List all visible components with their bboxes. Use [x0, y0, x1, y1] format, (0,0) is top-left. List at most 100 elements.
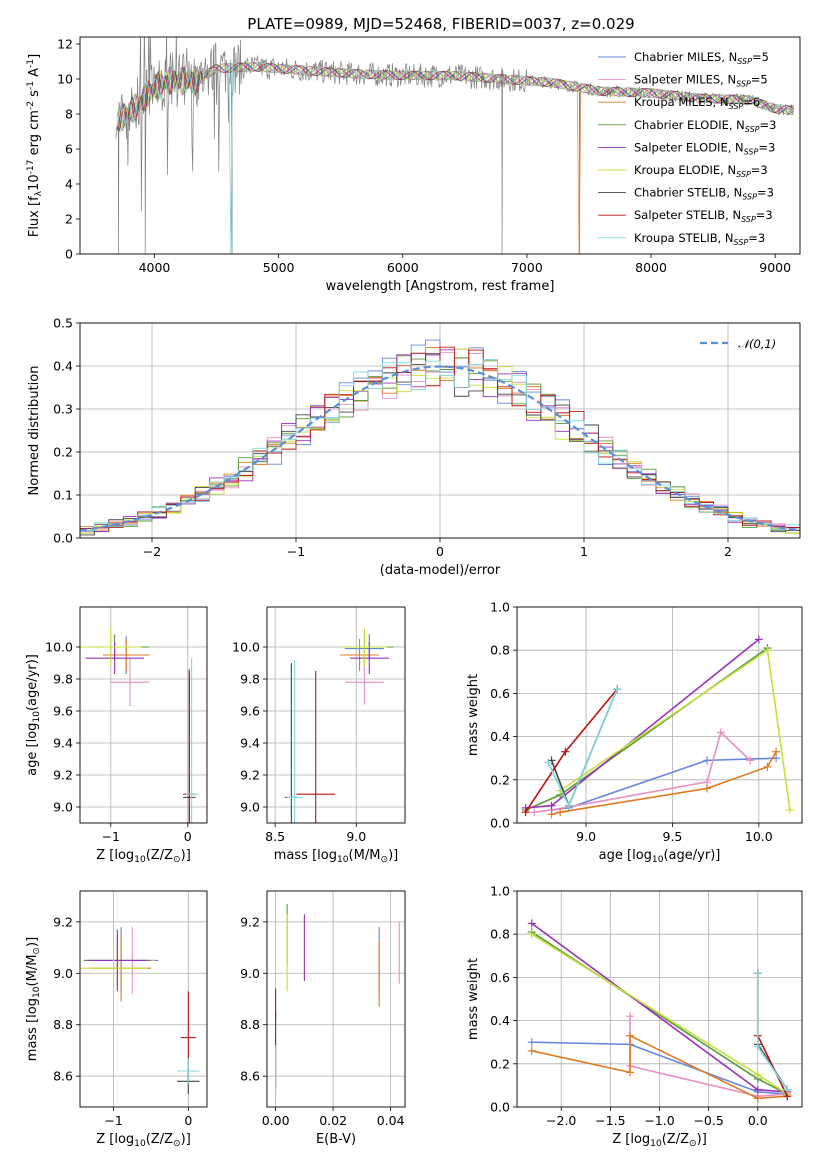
plot-area-massweight_vs_age [521, 635, 794, 819]
plot-area-mass_vs_z [80, 927, 200, 1095]
x-tick-label: −2 [143, 544, 161, 559]
error-point-8 [286, 659, 303, 823]
x-tick-label: 6000 [387, 260, 419, 275]
y-tick-label: 10.0 [232, 640, 260, 655]
axes-age_vs_z [80, 607, 207, 823]
y-tick-label: 0.6 [490, 970, 510, 985]
x-tick-label: 2 [724, 544, 732, 559]
weight-marker [626, 1012, 635, 1021]
y-tick-label: 9.6 [240, 704, 260, 719]
weight-marker [763, 762, 772, 771]
weight-marker [763, 646, 772, 655]
frame-mass_vs_z: −1 0 8.6 8.8 9.0 9.2 Z [log10​(Z/Z⊙​)] mass [lo… [25, 890, 208, 1149]
weight-marker [544, 758, 553, 767]
y-tick-label: 0.4 [490, 729, 510, 744]
weight-line-2 [551, 751, 777, 816]
x-tick-label: −2.0 [546, 1113, 576, 1128]
weight-marker [527, 1038, 536, 1047]
y-axis-label: Flux [fλ​10-17​ erg cm-2​ s-1​ A-1​] [26, 54, 44, 237]
legend-entry-5: Kroupa ELODIE, NSSP=3 [634, 163, 768, 179]
axes-frame [266, 890, 406, 1108]
y-axis-label: mass [log10​(M/M⊙​)] [25, 937, 42, 1061]
frame-age_vs_mass: 8.5 9.0 9.0 9.2 9.4 9.6 9.8 10.0 mass [log10​(M/… [232, 606, 406, 865]
frame-age_vs_z: −1 0 9.0 9.2 9.4 9.6 9.8 10.0 Z [log10​(Z/Z⊙​)] a… [25, 606, 208, 865]
frame-mass_vs_ebv: 0.00 0.02 0.04 8.6 8.8 9.0 9.2 E(B-V) [240, 890, 406, 1147]
y-tick-label: 0.8 [490, 643, 510, 658]
axes-massweight_vs_age [517, 606, 802, 824]
y-tick-label: 4 [65, 177, 73, 192]
residual-legend: 𝒩(0,1) [700, 337, 776, 351]
weight-marker [547, 801, 556, 810]
axes-frame [266, 606, 406, 824]
x-tick-label: −1 [104, 1113, 122, 1128]
x-axis-label: mass [log10​(M/M⊙​)] [274, 848, 398, 865]
y-tick-label: 9.2 [240, 768, 260, 783]
legend-entry-8: Kroupa STELIB, NSSP=3 [634, 231, 765, 247]
error-point-7 [296, 671, 336, 823]
y-tick-label: 0.6 [490, 686, 510, 701]
x-tick-label: 7000 [511, 260, 543, 275]
y-axis-label: mass weight [466, 958, 481, 1040]
x-tick-label: 0.0 [748, 1113, 768, 1128]
x-tick-label: 8000 [635, 260, 667, 275]
x-tick-label: 10.0 [745, 829, 773, 844]
axes-frame [79, 890, 208, 1108]
normal-curve [80, 365, 800, 532]
x-tick-label: −1 [102, 829, 120, 844]
weight-marker [527, 919, 536, 928]
plot-area-mass_vs_ebv [275, 903, 400, 1097]
y-tick-label: 9.4 [240, 736, 260, 751]
axes-mass_vs_z [80, 891, 207, 1107]
y-tick-label: 2 [65, 212, 73, 227]
weight-marker [785, 806, 794, 815]
y-tick-label: 0.2 [490, 1056, 510, 1071]
weight-marker [527, 930, 536, 939]
y-tick-label: 0.0 [490, 816, 510, 831]
x-tick-label: 0 [436, 544, 444, 559]
y-tick-label: 9.2 [240, 914, 260, 929]
frame-massweight_vs_age: 9.0 9.5 10.0 0.0 0.2 0.4 0.6 0.8 1.0 age [log10​(… [466, 600, 803, 865]
weight-marker [556, 808, 565, 817]
x-tick-label: 9000 [759, 260, 791, 275]
y-tick-label: 1.0 [490, 600, 510, 615]
y-tick-label: 8.8 [240, 1017, 260, 1032]
plot-area-age_vs_mass [284, 627, 394, 823]
x-axis-label: Z [log10​(Z/Z⊙​)] [612, 1132, 707, 1149]
axes-age_vs_mass [267, 607, 405, 823]
y-tick-label: 1.0 [490, 884, 510, 899]
x-tick-label: 5000 [263, 260, 295, 275]
error-point-2 [340, 639, 380, 671]
weight-marker [613, 685, 622, 694]
x-tick-label: 9.0 [346, 829, 366, 844]
frame-spectrum: 4000 5000 6000 7000 8000 9000 0 2 4 6 8 10 12 wavelen… [26, 37, 801, 294]
x-tick-label: 9.5 [663, 829, 683, 844]
weight-line-8 [547, 688, 618, 808]
y-tick-label: 12 [57, 37, 73, 52]
x-axis-label: age [log10​(age/yr)] [599, 848, 721, 865]
weight-marker [547, 810, 556, 819]
error-point-8 [177, 1058, 200, 1084]
y-tick-label: 0.1 [53, 488, 73, 503]
legend-entry-normal: 𝒩(0,1) [738, 337, 776, 351]
x-tick-label: −0.5 [693, 1113, 723, 1128]
y-tick-label: 9.0 [240, 966, 260, 981]
axes-spectrum [115, 37, 795, 254]
figure-title: PLATE=0989, MJD=52468, FIBERID=0037, z=0… [247, 15, 634, 33]
plot-area-massweight_vs_z [527, 919, 792, 1103]
weight-marker [530, 808, 539, 817]
x-tick-label: 0.04 [377, 1113, 405, 1128]
legend-entry-2: Kroupa MILES, NSSP=6 [634, 95, 760, 111]
plot-area-residuals [80, 339, 800, 536]
weight-marker [753, 969, 762, 978]
y-tick-label: 8.8 [53, 1017, 73, 1032]
y-tick-label: 9.2 [53, 914, 73, 929]
error-point-5 [80, 627, 142, 667]
x-tick-label: 0.00 [262, 1113, 290, 1128]
weight-marker [753, 1085, 762, 1094]
axes-mass_vs_ebv [267, 891, 405, 1107]
y-tick-label: 8.6 [240, 1069, 260, 1084]
frame-massweight_vs_z: −2.0 −1.5 −1.0 −0.5 0.0 0.0 0.2 0.4 0.6 0.8 1.0 Z [… [466, 884, 803, 1149]
y-tick-label: 0 [65, 247, 73, 262]
weight-marker [753, 1070, 762, 1079]
weight-line-8 [756, 973, 788, 1091]
